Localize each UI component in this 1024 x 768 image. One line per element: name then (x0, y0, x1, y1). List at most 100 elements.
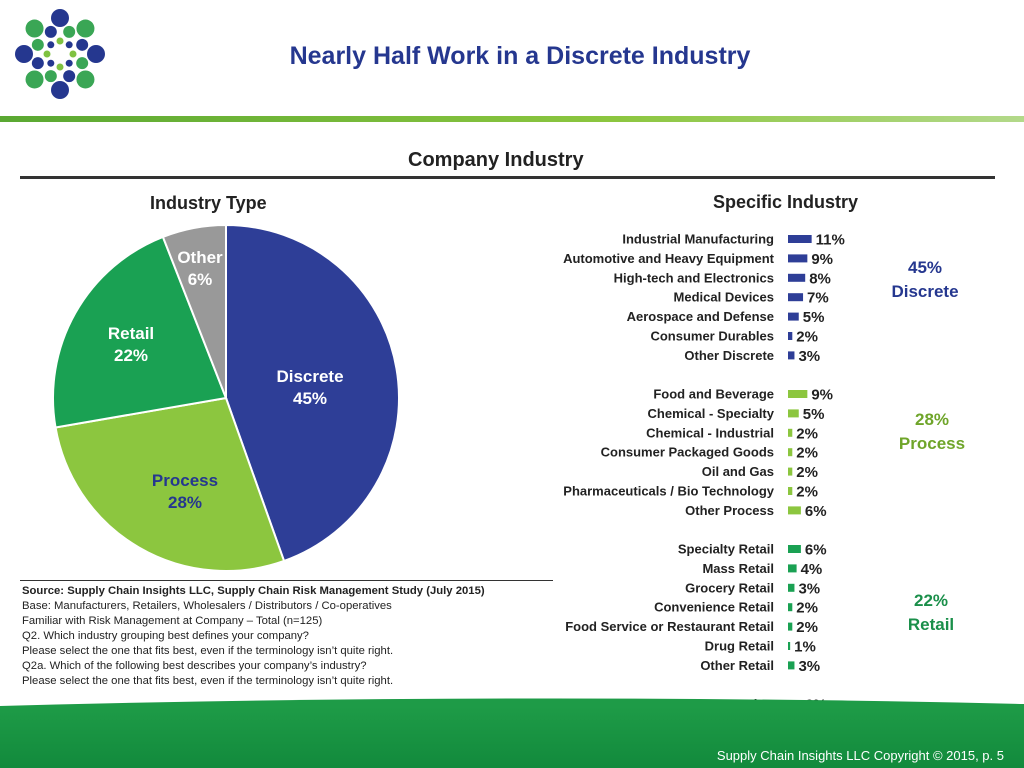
bar (788, 293, 804, 302)
bar-value-label: 9% (811, 251, 833, 268)
bar-chart-title: Specific Industry (713, 192, 859, 212)
group-label-discrete: 45% Discrete (870, 256, 980, 304)
pie-label-other: Other (177, 248, 223, 267)
logo-dot (31, 57, 44, 70)
bar (788, 661, 795, 670)
bar-value-label: 7% (807, 290, 829, 307)
bar (788, 351, 795, 360)
logo-dot (25, 19, 44, 38)
logo-dot (87, 45, 105, 63)
company-logo (15, 9, 105, 99)
source-line: Q2. Which industry grouping best defines… (22, 630, 309, 642)
copyright-text: Supply Chain Insights LLC Copyright © 20… (716, 748, 1004, 763)
bar-value-label: 2% (796, 464, 818, 481)
source-line: Please select the one that fits best, ev… (22, 645, 394, 657)
bar-category-label: Specialty Retail (678, 542, 774, 557)
logo-dot (47, 59, 55, 67)
bar (788, 312, 799, 321)
bar-category-label: Automotive and Heavy Equipment (563, 251, 775, 266)
logo-dot (47, 41, 55, 49)
logo-dot (76, 19, 95, 38)
logo-dot (63, 25, 76, 38)
logo-dot (65, 59, 73, 67)
bar-category-label: Industrial Manufacturing (622, 232, 774, 247)
source-citation: Source: Supply Chain Insights LLC, Suppl… (22, 585, 485, 597)
bar-category-label: Grocery Retail (685, 580, 774, 595)
chart-title: Company Industry (408, 149, 584, 171)
bar (788, 487, 793, 495)
pie-value-process: 28% (168, 493, 202, 512)
logo-dot (43, 50, 51, 58)
logo-dot (69, 50, 77, 58)
slide-title: Nearly Half Work in a Discrete Industry (289, 42, 751, 70)
bar-category-label: Other Retail (700, 658, 774, 673)
source-notes: Source: Supply Chain Insights LLC, Suppl… (22, 584, 485, 689)
bar (788, 428, 793, 437)
logo-dot (76, 38, 89, 51)
group-name-retail: Retail (907, 615, 955, 634)
bar (788, 506, 801, 515)
pie-label-retail: Retail (108, 324, 154, 343)
bar-value-label: 2% (796, 425, 818, 442)
logo-dot (44, 25, 57, 38)
pie-label-discrete: Discrete (276, 367, 343, 386)
bar-category-label: Pharmaceuticals / Bio Technology (563, 484, 774, 499)
pie-value-retail: 22% (114, 346, 148, 365)
bar (788, 390, 808, 398)
logo-dot (51, 81, 69, 99)
pie-chart-title: Industry Type (150, 193, 267, 213)
logo-dot (76, 57, 89, 70)
bar-value-label: 3% (798, 580, 820, 597)
industry-type-pie-chart: Discrete 45% Process 28% Retail 22% Other 6% (52, 223, 400, 572)
group-name-process: Process (898, 434, 966, 453)
logo-dot (31, 38, 44, 51)
bar-value-label: 2% (796, 600, 818, 617)
pie-slice-process (54, 396, 286, 572)
bar-value-label: 11% (816, 232, 845, 249)
logo-dot (51, 9, 69, 27)
bar-value-label: 8% (809, 270, 831, 287)
bar-value-label: 3% (798, 348, 820, 365)
pie-slice-discrete (225, 223, 400, 563)
logo-dot (63, 70, 76, 83)
bar-value-label: 4% (801, 561, 823, 578)
bar-category-label: Food Service or Restaurant Retail (565, 619, 774, 634)
bar-value-label: 3% (798, 658, 820, 675)
source-divider (20, 580, 553, 581)
source-line: Q2a. Which of the following best describ… (22, 660, 367, 672)
group-name-discrete: Discrete (891, 282, 959, 301)
bar-category-label: Oil and Gas (702, 464, 774, 479)
bar-category-label: Mass Retail (702, 561, 774, 576)
bar-value-label: 2% (796, 484, 818, 501)
bar-category-label: Drug Retail (705, 639, 774, 654)
bar-category-label: Chemical - Specialty (648, 406, 775, 421)
logo-dot (76, 70, 95, 89)
pie-slice-retail (52, 235, 228, 429)
bar-value-label: 6% (805, 503, 827, 520)
group-total-process: 28% (914, 410, 950, 429)
bar (788, 622, 793, 631)
bar-category-label: Food and Beverage (653, 387, 774, 402)
pie-slice-other (161, 223, 227, 399)
bar (788, 448, 793, 457)
bar-category-label: Consumer Packaged Goods (601, 445, 774, 460)
group-label-retail: 22% Retail (876, 589, 986, 637)
bar (788, 254, 808, 263)
bar (788, 332, 793, 340)
group-total-retail: 22% (913, 591, 949, 610)
bar-category-label: Medical Devices (674, 290, 774, 305)
chart-title-divider (20, 176, 995, 179)
pie-label-process: Process (152, 471, 218, 490)
footer-bar (0, 707, 1024, 768)
title-divider (0, 116, 1024, 122)
bar-category-label: High-tech and Electronics (614, 270, 774, 285)
bar (788, 603, 793, 612)
specific-industry-bar-chart: Industrial Manufacturing 11% Automotive an… (563, 232, 845, 714)
bar-value-label: 5% (803, 406, 825, 423)
source-line: Base: Manufacturers, Retailers, Wholesal… (22, 600, 392, 612)
bar-category-label: Consumer Durables (650, 329, 774, 344)
logo-dot (15, 45, 33, 63)
bar (788, 564, 797, 573)
bar (788, 235, 812, 243)
bar-category-label: Other Process (685, 503, 774, 518)
